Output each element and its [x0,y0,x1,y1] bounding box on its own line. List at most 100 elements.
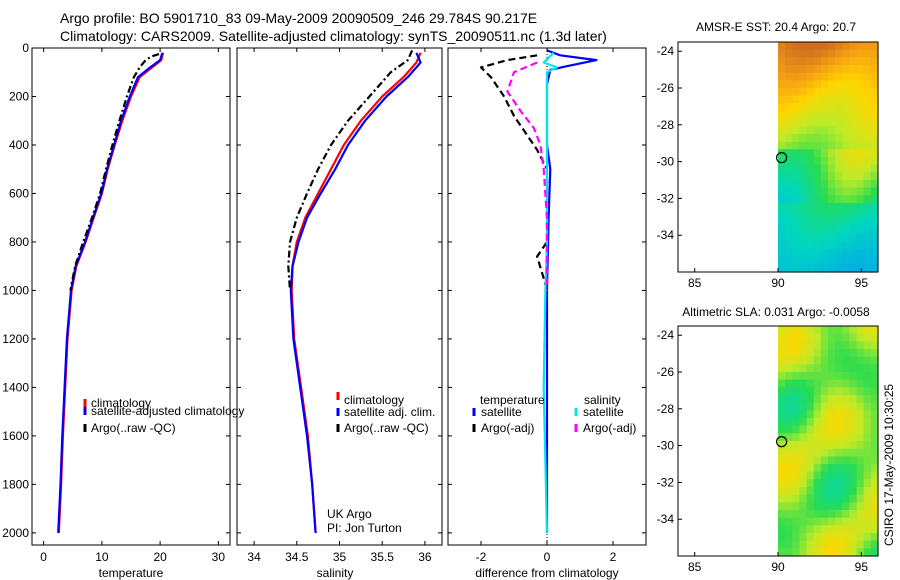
heat-cell [828,548,836,557]
heat-cell [806,479,815,488]
heat-cell [849,464,858,473]
heat-cell [863,372,872,381]
heat-cell [835,349,843,358]
heat-cell [849,49,858,58]
heat-cell [785,441,793,450]
heat-cell [856,233,865,242]
x-tick-label: 85 [688,276,702,290]
y-tick-label: 1000 [2,283,29,297]
heat-cell [785,57,793,66]
heat-cell [842,57,850,66]
heat-cell [799,134,808,143]
salinity-frame [236,47,443,546]
heat-cell [785,487,793,496]
heat-cell [799,487,808,496]
heat-cell [849,410,858,419]
heat-cell [863,218,872,227]
heat-cell [835,525,843,534]
heat-cell [792,517,800,526]
heat-cell [799,517,808,526]
heat-cell [835,326,843,335]
heat-cell [820,149,829,158]
heat-cell [842,540,850,549]
heat-cell [863,88,872,97]
heat-cell [842,134,850,143]
heat-cell [849,533,858,542]
heat-cell [820,111,829,120]
heat-cell [842,395,850,404]
difference-legend: temperature satellite Argo(-adj) salinit… [472,393,636,435]
heat-cell [806,410,815,419]
heat-cell [863,494,872,503]
heat-cell [778,72,786,81]
heat-cell [835,471,843,480]
heat-cell [785,134,793,143]
heat-cell [849,134,858,143]
heat-cell [842,149,850,158]
heat-cell [835,210,843,219]
heat-cell [870,471,879,480]
heat-cell [813,65,822,74]
heat-cell [792,364,800,373]
heat-cell [792,65,800,74]
heat-cell [849,395,858,404]
legend-label-climatology: climatology [344,393,404,407]
heat-cell [842,172,850,181]
heat-cell [813,111,822,120]
heat-cell [813,364,822,373]
heat-cell [813,187,822,196]
heat-cell [870,118,879,127]
sst-map-title: AMSR-E SST: 20.4 Argo: 20.7 [696,20,856,34]
x-tick-label: 35 [333,550,347,564]
heat-cell [870,95,879,104]
heat-cell [870,226,879,235]
heat-cell [785,341,793,350]
heat-cell [785,42,793,51]
heat-cell [863,410,872,419]
heat-cell [792,264,800,273]
heat-cell [835,65,843,74]
heat-cell [778,433,786,442]
heat-cell [835,149,843,158]
heat-cell [856,379,865,388]
heat-cell [849,264,858,273]
heat-cell [842,65,850,74]
heat-cell [813,372,822,381]
difference-plot: -2 0 2 [448,47,646,564]
heat-cell [799,42,808,51]
heat-cell [778,471,786,480]
heat-cell [806,111,815,120]
heat-cell [785,456,793,465]
heat-cell [856,65,865,74]
heat-cell [799,502,808,511]
heat-cell [785,533,793,542]
heat-cell [842,364,850,373]
heat-cell [820,118,829,127]
heat-cell [835,141,843,150]
heat-cell [785,164,793,173]
heat-cell [835,157,843,166]
heat-cell [863,256,872,265]
heat-cell [870,356,879,365]
heat-cell [806,341,815,350]
heat-cell [856,187,865,196]
difference-xlabel: difference from climatology [475,566,618,580]
heat-cell [778,533,786,542]
heat-cell [799,256,808,265]
heat-cell [849,479,858,488]
heat-cell [828,364,836,373]
x-tick-label: 0 [544,550,551,564]
heat-cell [813,256,822,265]
heat-cell [778,134,786,143]
heat-cell [785,157,793,166]
heat-cell [799,141,808,150]
heat-cell [849,510,858,519]
heat-cell [785,203,793,212]
y-tick-label: 1400 [2,380,29,394]
heat-cell [870,72,879,81]
heat-cell [813,326,822,335]
heat-cell [778,333,786,342]
heat-cell [820,172,829,181]
legend-label-temp-satellite: satellite [481,405,522,419]
heat-cell [828,471,836,480]
